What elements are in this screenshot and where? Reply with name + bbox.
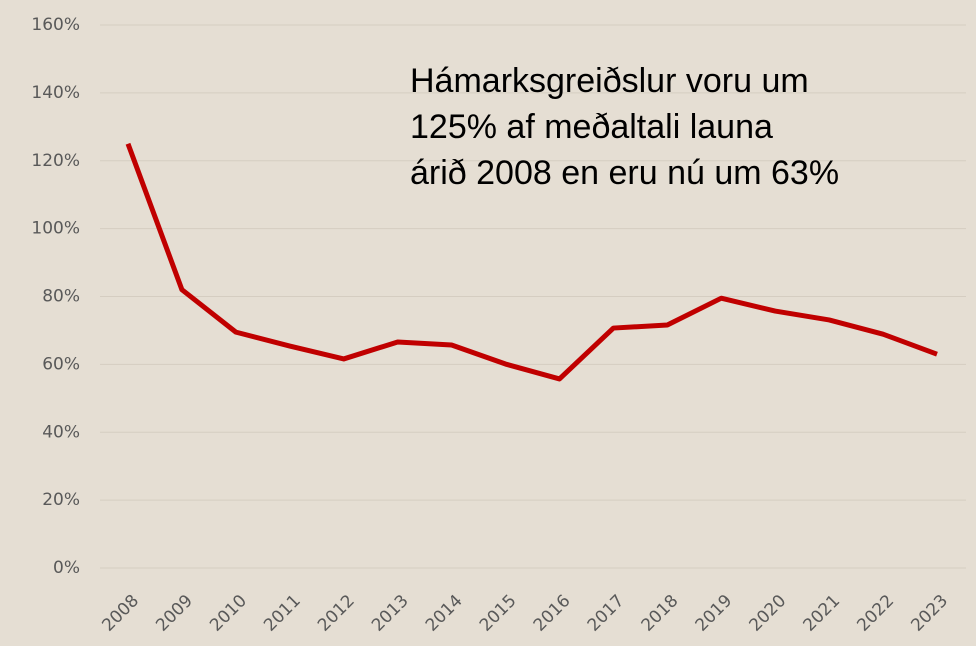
y-tick-label: 160% [31, 15, 80, 35]
y-tick-label: 20% [42, 490, 80, 510]
annotation: Hámarksgreiðslur voru um [410, 62, 809, 100]
y-tick-label: 100% [31, 219, 80, 239]
annotation: 125% af meðaltali launa [410, 108, 773, 146]
y-tick-label: 80% [42, 287, 80, 307]
y-tick-label: 40% [42, 422, 80, 442]
line-series [125, 142, 938, 382]
y-tick-label: 60% [42, 354, 80, 374]
y-tick-label: 0% [53, 558, 80, 578]
y-tick-label: 120% [31, 151, 80, 171]
y-tick-label: 140% [31, 83, 80, 103]
annotation: árið 2008 en eru nú um 63% [410, 154, 839, 192]
